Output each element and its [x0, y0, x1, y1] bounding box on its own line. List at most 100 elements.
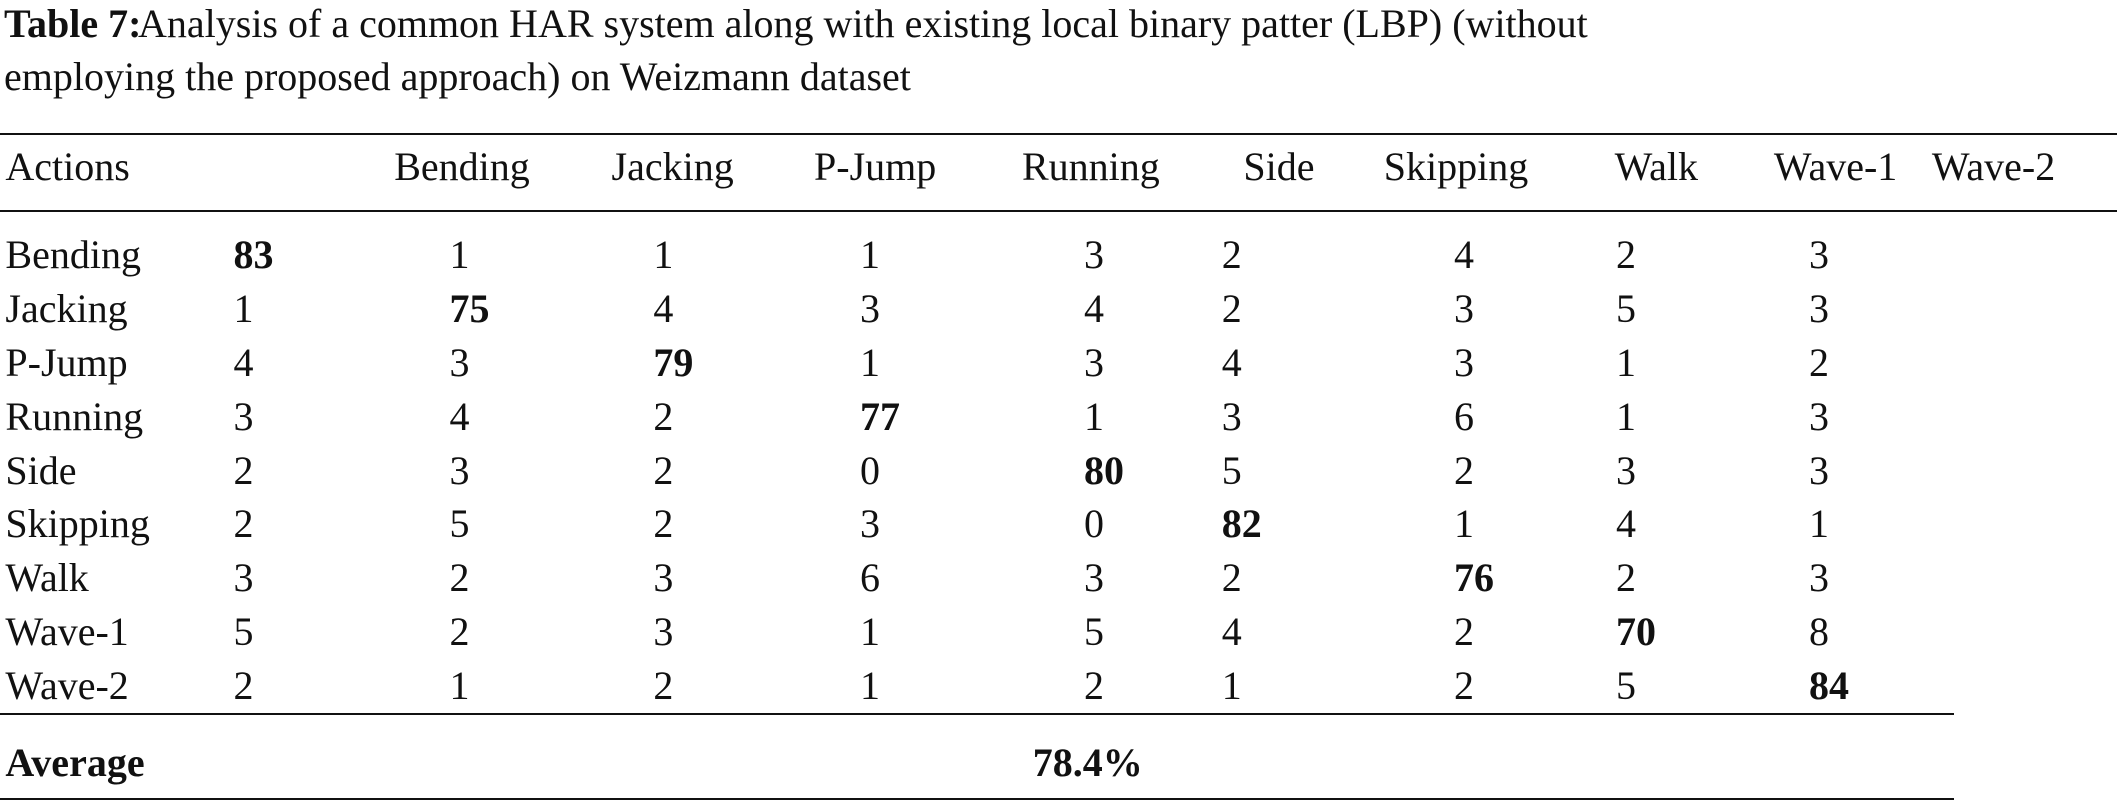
column-header: Walk	[1614, 144, 1699, 190]
row-label: Running	[5, 394, 144, 440]
cell: 1	[653, 232, 674, 278]
caption-text: employing the proposed approach) on Weiz…	[4, 54, 911, 99]
cell: 2	[1221, 232, 1242, 278]
cell: 3	[449, 340, 470, 386]
cell: 3	[1084, 554, 1105, 600]
cell: 4	[653, 286, 674, 332]
cell: 3	[1809, 232, 1829, 278]
column-header: Skipping	[1383, 144, 1529, 190]
cell: 5	[1615, 286, 1636, 332]
cell: 3	[1809, 286, 1829, 332]
row-label: Side	[5, 448, 77, 494]
footer-label: Average	[5, 739, 145, 785]
cell: 1	[859, 340, 880, 386]
cell: 0	[1084, 500, 1105, 546]
cell: 4	[233, 340, 254, 386]
cell: 2	[1221, 286, 1242, 332]
cell: 3	[1809, 448, 1829, 494]
header-rule	[0, 210, 2117, 212]
cell: 2	[1084, 662, 1105, 708]
cell: 3	[233, 554, 254, 600]
cell: 3	[1453, 340, 1474, 386]
cell: 3	[1084, 340, 1105, 386]
cell: 6	[859, 554, 880, 600]
column-header: Wave-1	[1773, 144, 1898, 190]
cell: 2	[1615, 232, 1636, 278]
cell: 1	[1809, 500, 1829, 546]
cell: 3	[1221, 394, 1242, 440]
cell: 3	[653, 608, 674, 654]
cell: 4	[1084, 286, 1105, 332]
cell: 1	[1084, 394, 1105, 440]
footer-value: 78.4%	[1032, 739, 1143, 785]
cell: 2	[653, 394, 674, 440]
cell: 2	[233, 662, 254, 708]
cell: 3	[1453, 286, 1474, 332]
column-header: Jacking	[611, 144, 734, 190]
cell: 5	[1221, 448, 1242, 494]
cell: 6	[1453, 394, 1474, 440]
column-header: P-Jump	[814, 144, 937, 190]
row-label: Wave-2	[5, 662, 129, 708]
cell: 1	[1221, 662, 1242, 708]
caption-label: Table 7:	[4, 1, 142, 46]
cell: 5	[449, 500, 470, 546]
cell: 2	[1453, 662, 1474, 708]
cell: 3	[233, 394, 254, 440]
cell: 2	[1453, 448, 1474, 494]
cell: 0	[859, 448, 880, 494]
cell: 4	[1615, 500, 1636, 546]
caption-text: Analysis of a common HAR system along wi…	[138, 1, 1588, 46]
row-label: Walk	[5, 554, 89, 600]
cell: 2	[653, 448, 674, 494]
cell: 2	[1221, 554, 1242, 600]
cell: 2	[653, 662, 674, 708]
cell: 1	[449, 232, 470, 278]
bottom-rule	[0, 798, 1954, 800]
cell: 1	[1615, 394, 1636, 440]
cell: 1	[233, 286, 254, 332]
cell: 2	[233, 448, 254, 494]
cell: 2	[233, 500, 254, 546]
cell: 4	[1221, 608, 1242, 654]
cell: 5	[233, 608, 254, 654]
cell: 3	[1615, 448, 1636, 494]
cell: 2	[449, 608, 470, 654]
cell: 3	[1809, 554, 1829, 600]
column-header: Actions	[5, 144, 130, 190]
column-header: Running	[1021, 144, 1160, 190]
row-label: Wave-1	[5, 608, 129, 654]
cell: 2	[1615, 554, 1636, 600]
cell: 3	[859, 500, 880, 546]
column-header: Side	[1243, 144, 1315, 190]
cell: 3	[449, 448, 470, 494]
column-header: Wave-2	[1931, 144, 2056, 190]
cell: 1	[449, 662, 470, 708]
cell: 2	[449, 554, 470, 600]
cell: 1	[859, 232, 880, 278]
cell: 76	[1453, 554, 1494, 600]
cell: 4	[1453, 232, 1474, 278]
cell: 70	[1615, 608, 1656, 654]
cell: 3	[653, 554, 674, 600]
cell: 1	[1615, 340, 1636, 386]
body-rule	[0, 713, 1954, 715]
cell: 2	[1453, 608, 1474, 654]
row-label: Bending	[5, 232, 141, 278]
cell: 3	[859, 286, 880, 332]
cell: 8	[1809, 608, 1829, 654]
cell: 5	[1084, 608, 1105, 654]
cell: 3	[1809, 394, 1829, 440]
top-rule	[0, 133, 2117, 135]
cell: 3	[1084, 232, 1105, 278]
cell: 1	[859, 662, 880, 708]
cell: 83	[233, 232, 274, 278]
cell: 1	[1453, 500, 1474, 546]
cell: 4	[1221, 340, 1242, 386]
cell: 5	[1615, 662, 1636, 708]
row-label: Skipping	[5, 500, 150, 546]
cell: 4	[449, 394, 470, 440]
cell: 82	[1221, 500, 1262, 546]
cell: 80	[1084, 448, 1125, 494]
